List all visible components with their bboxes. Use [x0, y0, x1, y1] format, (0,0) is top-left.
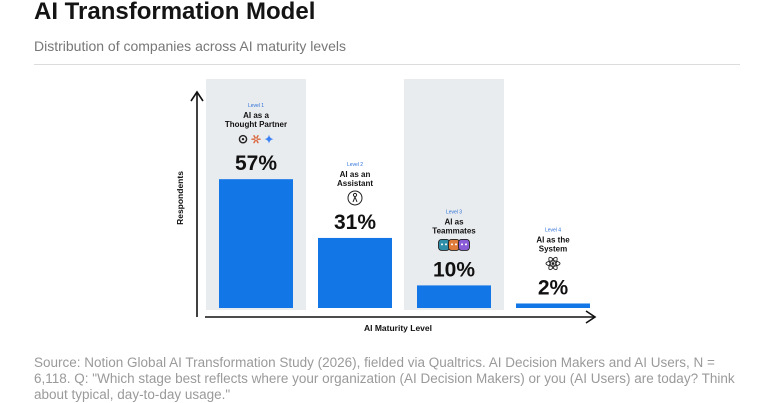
level-name-line-2: System [539, 244, 567, 253]
bar-value-label: 57% [235, 152, 277, 175]
bar-level-2 [318, 237, 392, 308]
level-highlight-panel [404, 79, 504, 310]
level-name-line-1: AI as [444, 217, 464, 226]
level-name-line-1: AI as a [243, 111, 269, 120]
source-note: Source: Notion Global AI Transformation … [34, 355, 735, 402]
bar-level-4 [516, 303, 590, 308]
y-axis-arrow [190, 90, 204, 102]
x-axis-arrow [585, 310, 597, 324]
person-hand-icon [347, 190, 363, 206]
y-axis-label: Respondents [175, 171, 185, 225]
chart-subtitle: Distribution of companies across AI matu… [34, 38, 347, 54]
level-tag: Level 1 [248, 103, 264, 109]
bar-value-label: 2% [538, 276, 569, 299]
bar-value-label: 10% [433, 258, 475, 281]
assistant-logos-icon [238, 134, 274, 144]
bar-value-label: 31% [334, 211, 376, 234]
level-name-line-1: AI as an [340, 170, 371, 179]
level-tag: Level 3 [446, 209, 462, 215]
chart-title: AI Transformation Model [34, 0, 316, 25]
x-axis-label: AI Maturity Level [364, 323, 432, 333]
bar-chart: AI Maturity Level Respondents 57% Thought… [175, 79, 597, 333]
atom-icon [545, 256, 561, 271]
bar-level-3 [417, 285, 491, 308]
agent-faces-icon [438, 238, 470, 251]
bar-level-1 [219, 179, 293, 308]
level-name-line-2: Assistant [337, 179, 373, 188]
level-tag: Level 4 [545, 227, 561, 233]
level-name-line-1: AI as the [536, 235, 570, 244]
level-name-line-2: Thought Partner [225, 120, 287, 129]
level-tag: Level 2 [347, 162, 363, 168]
level-name-line-2: Teammates [432, 226, 476, 235]
divider [34, 64, 740, 65]
